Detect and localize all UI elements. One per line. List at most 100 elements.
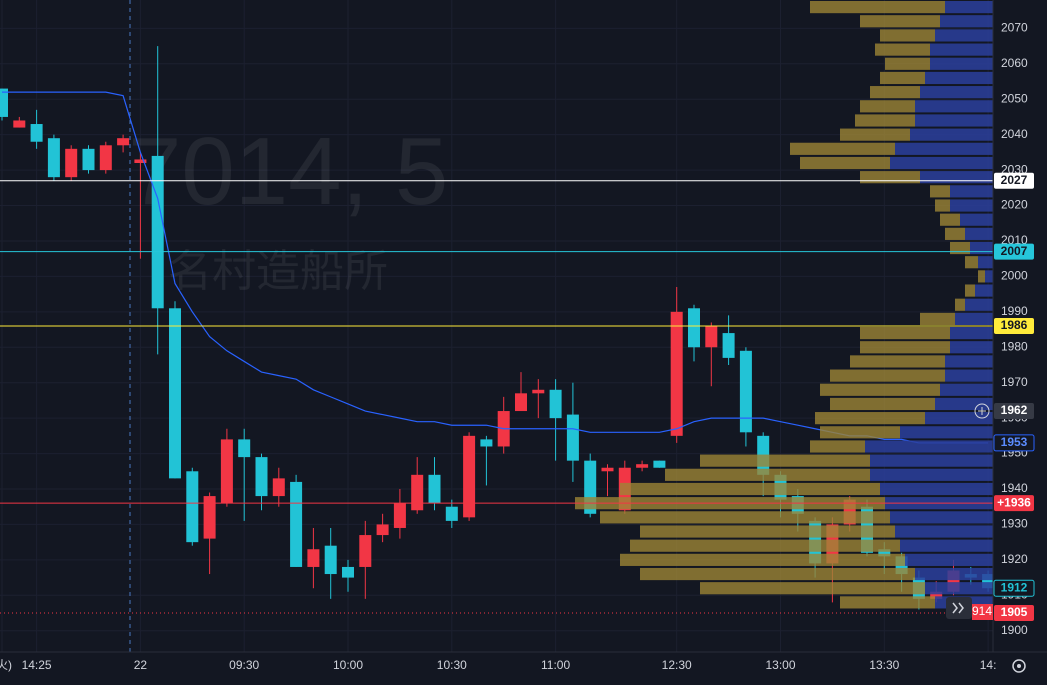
profile-blue [945, 369, 993, 382]
profile-blue [915, 114, 993, 127]
settings-icon [1017, 664, 1021, 668]
crosshair-plus-icon [978, 407, 986, 416]
profile-blue [965, 298, 993, 311]
candle-body [307, 549, 320, 567]
candle-body [82, 148, 95, 171]
profile-gold [815, 412, 925, 425]
profile-blue [970, 241, 993, 255]
profile-gold [885, 57, 930, 70]
profile-blue [975, 284, 993, 297]
x-tick-label: 22 [134, 658, 148, 672]
profile-blue [978, 256, 993, 269]
x-tick-label: 11:00 [541, 658, 570, 672]
x-tick-label: 13:00 [765, 658, 795, 672]
profile-blue [935, 397, 993, 411]
price-lines [0, 180, 993, 614]
candle-body [549, 389, 562, 419]
profile-gold [965, 256, 978, 269]
profile-gold [830, 397, 935, 411]
profile-blue [920, 86, 993, 99]
profile-gold [870, 86, 920, 99]
partial-label-box [972, 604, 993, 620]
candle-body [324, 545, 337, 575]
profile-gold [620, 482, 880, 496]
profile-gold [945, 227, 965, 240]
candle-body [705, 326, 718, 348]
crosshair-plus[interactable] [974, 403, 990, 419]
profile-gold [700, 454, 870, 467]
x-tick-label: 10:30 [437, 658, 467, 672]
profile-blue [890, 156, 993, 170]
x-tick-label: 12:30 [662, 658, 692, 672]
price-label-box [994, 172, 1034, 189]
profile-blue [900, 426, 993, 439]
price-label-box [994, 318, 1034, 334]
candle-body [653, 460, 666, 468]
candle-body [0, 88, 8, 117]
profile-gold [790, 142, 895, 155]
profile-gold [978, 270, 985, 283]
profile-blue [945, 355, 993, 368]
profile-blue [890, 511, 993, 524]
profile-gold [840, 128, 910, 141]
profile-gold [860, 327, 950, 340]
price-label-box [993, 579, 1035, 597]
profile-blue [950, 185, 993, 198]
y-tick-label: 1940 [1001, 481, 1028, 495]
profile-gold [640, 567, 915, 581]
price-label-box [994, 403, 1034, 420]
price-label: +1936 [997, 495, 1031, 509]
x-tick-label: 09:30 [229, 658, 259, 672]
profile-blue [930, 43, 993, 56]
y-tick-label: 1900 [1001, 623, 1028, 637]
price-label: 1905 [1001, 605, 1028, 619]
candle-body [601, 467, 614, 472]
profile-gold [930, 185, 950, 198]
profile-blue [870, 468, 993, 481]
candle-body [117, 138, 130, 146]
candle-body [47, 138, 60, 178]
profile-gold [965, 284, 975, 297]
profile-gold [665, 468, 870, 481]
candle-body [13, 120, 26, 128]
profile-blue [905, 553, 993, 566]
profile-gold [860, 171, 920, 184]
profile-blue [865, 440, 993, 453]
x-tick-label: (火) [0, 658, 12, 672]
candle-body [515, 393, 527, 412]
profile-blue [925, 582, 993, 595]
partial-label: 914 [972, 604, 992, 618]
candle-body [739, 350, 752, 433]
profile-gold [810, 440, 865, 453]
y-tick-label: 1920 [1001, 552, 1028, 566]
profile-blue [955, 312, 993, 325]
candle-body [99, 145, 112, 171]
profile-blue [950, 327, 993, 340]
candle-body [134, 159, 147, 163]
candle-body [30, 124, 43, 142]
y-tick-label: 2000 [1001, 269, 1028, 283]
profile-gold [875, 43, 930, 56]
candle-body [359, 535, 372, 567]
candle-body [169, 308, 181, 479]
settings-button[interactable] [1012, 659, 1026, 673]
candle-body [290, 481, 303, 567]
profile-blue [915, 567, 993, 581]
candle-body [878, 549, 891, 557]
candle-body [688, 308, 700, 348]
profile-gold [820, 426, 900, 439]
candle-body [428, 474, 441, 504]
profile-blue [880, 482, 993, 496]
profile-gold [940, 213, 960, 226]
profile-gold [860, 15, 940, 28]
profile-gold [620, 553, 905, 566]
y-tick-label: 2020 [1001, 198, 1028, 212]
profile-gold [630, 539, 900, 552]
candle-body [636, 464, 649, 468]
profile-blue [935, 29, 993, 42]
profile-gold [850, 355, 945, 368]
scroll-button[interactable] [946, 597, 972, 619]
candle-body [342, 566, 354, 578]
candle-body [255, 457, 268, 497]
